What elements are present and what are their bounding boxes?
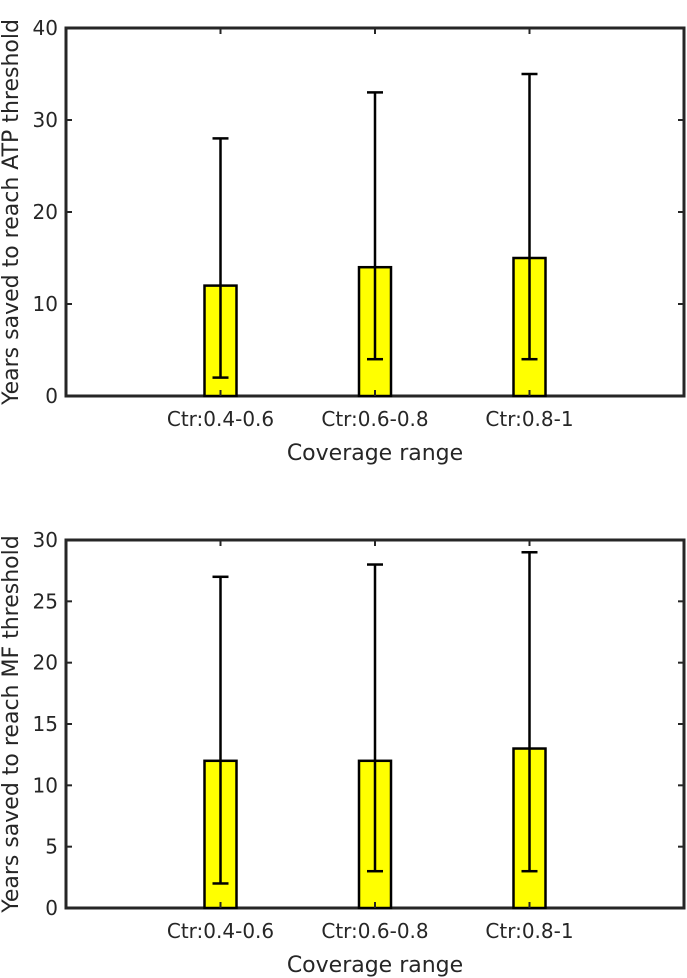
x-tick-label: Ctr:0.4-0.6 — [167, 407, 274, 431]
y-tick-label: 10 — [33, 773, 58, 797]
y-tick-label: 0 — [45, 896, 58, 920]
x-tick-label: Ctr:0.4-0.6 — [167, 919, 274, 943]
atp-chart: Ctr:0.4-0.6 Ctr:0.6-0.8 Ctr:0.8-1 0 10 20 30 40… — [0, 16, 686, 466]
y-tick-label: 20 — [33, 651, 58, 675]
mf-chart: Ctr:0.4-0.6 Ctr:0.6-0.8 Ctr:0.8-1 0 5 10 15 20 2… — [0, 528, 686, 978]
y-tick-label: 30 — [33, 108, 58, 132]
y-tick-label: 20 — [33, 200, 58, 224]
y-tick-label: 40 — [33, 16, 58, 40]
x-tick-label: Ctr:0.8-1 — [485, 407, 573, 431]
y-axis-label: Years saved to reach ATP threshold — [0, 19, 24, 406]
x-axis-label: Coverage range — [287, 441, 463, 466]
x-axis-label: Coverage range — [287, 953, 463, 978]
y-tick-label: 0 — [45, 384, 58, 408]
x-tick-label: Ctr:0.8-1 — [485, 919, 573, 943]
x-tick-label: Ctr:0.6-0.8 — [321, 407, 428, 431]
y-axis-label: Years saved to reach MF threshold — [0, 535, 24, 913]
y-tick-label: 5 — [45, 835, 58, 859]
y-tick-label: 30 — [33, 528, 58, 552]
y-tick-label: 15 — [33, 712, 58, 736]
x-tick-label: Ctr:0.6-0.8 — [321, 919, 428, 943]
y-tick-label: 25 — [33, 589, 58, 613]
y-tick-label: 10 — [33, 292, 58, 316]
